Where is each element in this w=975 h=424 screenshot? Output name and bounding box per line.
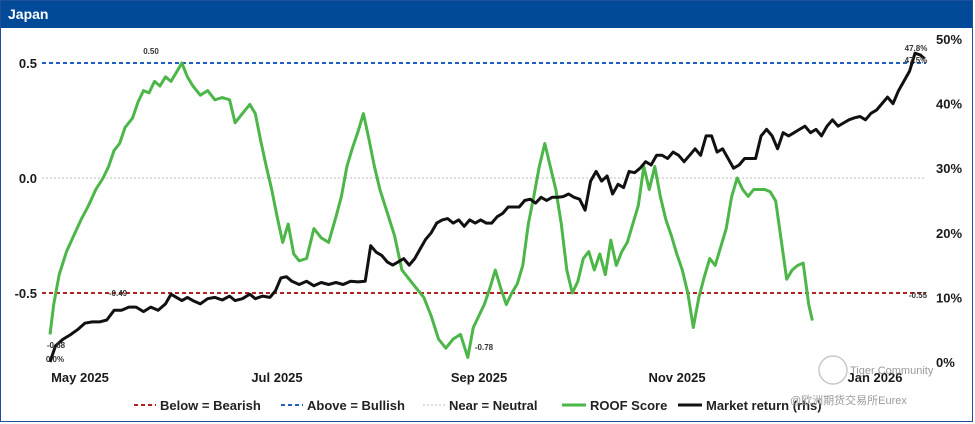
data-label: 0.50	[143, 47, 159, 56]
market-return-line	[48, 51, 926, 363]
roof-score-line	[48, 61, 814, 359]
data-label: -0.68	[47, 341, 66, 350]
x-tick-label: Jul 2025	[251, 370, 302, 385]
y-right-tick-label: 30%	[936, 161, 962, 176]
legend-label: Below = Bearish	[160, 398, 261, 413]
data-label: -0.78	[475, 343, 494, 352]
axes-layer: 0.5 0.0 -0.5 50% 40% 30% 20% 10% 0% May 2025 Jul 2…	[15, 32, 963, 385]
x-tick-label: May 2025	[51, 370, 109, 385]
legend-label: Above = Bullish	[307, 398, 405, 413]
data-label: 0.0%	[46, 355, 64, 364]
legend-label: Market return (rhs)	[706, 398, 822, 413]
series-layer	[48, 51, 926, 363]
data-label: 47.8%	[905, 44, 928, 53]
y-left-tick-label: -0.5	[15, 286, 37, 301]
data-label: -0.49	[109, 289, 128, 298]
title-bar: Japan	[1, 1, 972, 28]
x-tick-label: Sep 2025	[451, 370, 507, 385]
y-right-tick-label: 20%	[936, 226, 962, 241]
y-right-tick-label: 40%	[936, 97, 962, 112]
watermark: Tiger Community @欧洲期货交易所Eurex	[790, 355, 934, 407]
y-right-tick-label: 10%	[936, 290, 962, 305]
legend: Below = Bearish Above = Bullish Near = Neu…	[134, 398, 822, 413]
watermark-line1: Tiger Community	[850, 365, 934, 377]
data-label: -0.55	[909, 291, 928, 300]
x-tick-label: Nov 2025	[648, 370, 705, 385]
legend-label: Near = Neutral	[449, 398, 538, 413]
x-tick-label: Jan 2026	[848, 370, 903, 385]
chart-title: Japan	[8, 6, 49, 22]
watermark-logo	[818, 355, 848, 385]
y-right-tick-label: 0%	[936, 355, 955, 370]
legend-label: ROOF Score	[590, 398, 667, 413]
watermark-line2: @欧洲期货交易所Eurex	[790, 393, 907, 407]
annotation-layer: 0.50 -0.49 -0.68 0.0% -0.78 47.8% 47.5% -0.55	[46, 44, 928, 364]
y-left-tick-label: 0.5	[19, 56, 37, 71]
data-label: 47.5%	[905, 56, 928, 65]
y-left-tick-label: 0.0	[19, 171, 37, 186]
y-right-tick-label: 50%	[936, 32, 962, 47]
